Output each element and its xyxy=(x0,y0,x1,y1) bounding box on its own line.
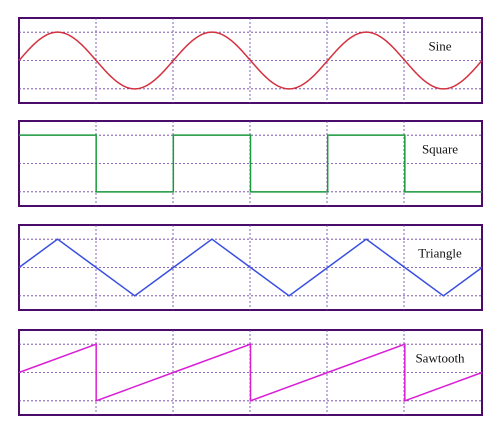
waveform-label: Sawtooth xyxy=(415,350,465,365)
waveform-label: Square xyxy=(422,141,458,156)
waveform-panel: Triangle xyxy=(18,224,483,311)
waveform-panel: Sawtooth xyxy=(18,329,483,416)
sawtooth-wave-line xyxy=(18,343,483,402)
waveform-label: Triangle xyxy=(418,245,462,260)
label-background xyxy=(412,350,468,367)
waveform-panel: Sine xyxy=(18,17,483,104)
triangle-wave-line xyxy=(18,238,483,297)
label-background xyxy=(412,141,468,158)
waveform-label: Sine xyxy=(428,38,451,53)
sine-wave-line xyxy=(18,31,483,90)
label-background xyxy=(412,245,468,262)
waveform-panel: Square xyxy=(18,120,483,207)
label-background xyxy=(412,38,468,55)
square-wave-line xyxy=(18,134,482,193)
